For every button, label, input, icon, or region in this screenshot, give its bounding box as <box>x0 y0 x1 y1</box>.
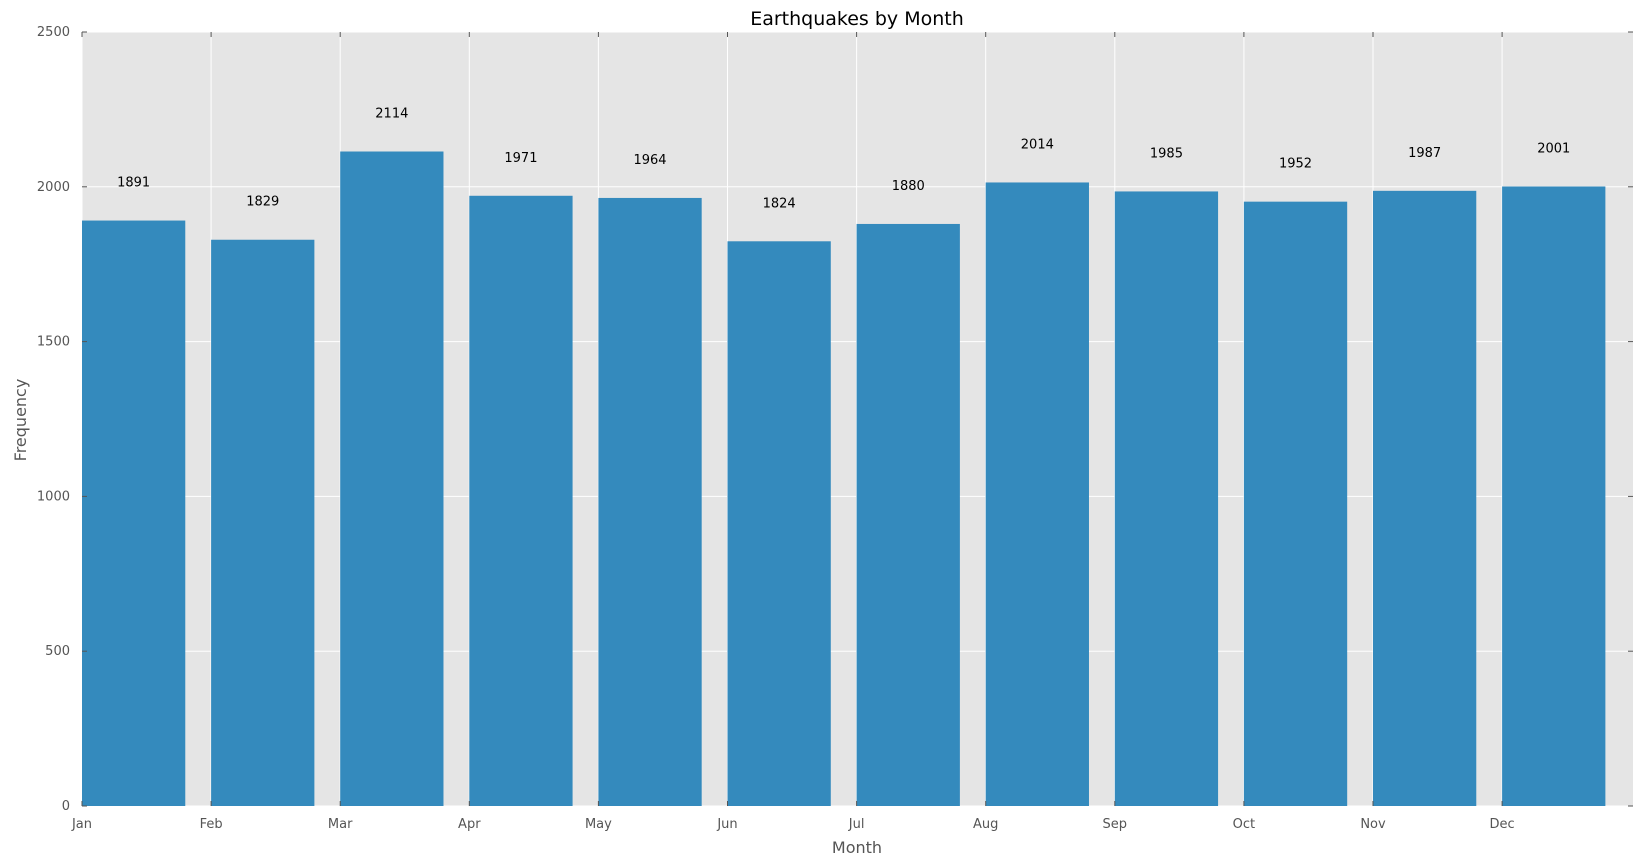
x-tick-label: Mar <box>328 817 353 832</box>
bar-jun <box>727 241 831 806</box>
bar-feb <box>211 239 315 807</box>
x-tick-label: Dec <box>1490 817 1515 832</box>
bar-jan <box>82 220 186 807</box>
y-tick-label: 1000 <box>37 489 70 504</box>
bar-may <box>598 197 702 806</box>
y-tick-label: 0 <box>62 799 70 814</box>
data-label-nov: 1987 <box>1408 146 1441 161</box>
x-axis-label: Month <box>832 838 882 857</box>
data-label-apr: 1971 <box>504 151 537 166</box>
chart-title: Earthquakes by Month <box>750 8 964 30</box>
x-tick-label: Aug <box>973 817 998 832</box>
bar-dec <box>1502 186 1606 806</box>
data-label-dec: 2001 <box>1537 141 1570 156</box>
x-tick-label: Apr <box>458 817 481 832</box>
x-tick-labels: Jan Feb Mar Apr May Jun Jul Aug Sep Oct Nov Dec <box>71 817 1515 832</box>
data-label-may: 1964 <box>633 153 666 168</box>
data-label-aug: 2014 <box>1021 137 1054 152</box>
x-tick-label: Sep <box>1103 817 1128 832</box>
y-tick-label: 2500 <box>37 25 70 40</box>
x-tick-label: Jul <box>848 817 865 832</box>
x-tick-label: Oct <box>1233 817 1255 832</box>
x-tick-label: Feb <box>200 817 223 832</box>
bar-jul <box>856 223 960 806</box>
bar-sep <box>1114 191 1219 807</box>
bar-aug <box>985 182 1089 807</box>
x-tick-label: Nov <box>1360 817 1386 832</box>
bar-oct <box>1243 201 1348 807</box>
y-axis-label: Frequency <box>11 379 30 462</box>
bar-nov <box>1373 190 1477 806</box>
data-label-jul: 1880 <box>892 179 925 194</box>
y-tick-label: 500 <box>45 644 70 659</box>
y-tick-label: 1500 <box>37 335 70 350</box>
y-tick-labels: 0 500 1000 1500 2000 2500 <box>37 25 70 814</box>
data-label-jan: 1891 <box>117 176 150 191</box>
ticks <box>81 31 1633 807</box>
bar-apr <box>469 195 573 807</box>
x-tick-label: May <box>585 817 612 832</box>
data-label-feb: 1829 <box>246 195 279 210</box>
data-label-mar: 2114 <box>375 107 408 122</box>
x-tick-label: Jun <box>716 817 737 832</box>
bars <box>82 151 1606 807</box>
x-tick-label: Jan <box>71 817 92 832</box>
bar-mar <box>340 151 444 806</box>
y-tick-label: 2000 <box>37 180 70 195</box>
data-label-sep: 1985 <box>1150 146 1183 161</box>
data-label-jun: 1824 <box>763 196 796 211</box>
data-labels: 1891 1829 2114 1971 1964 1824 1880 2014 1985 1952… <box>117 107 1570 212</box>
data-label-oct: 1952 <box>1279 157 1312 172</box>
